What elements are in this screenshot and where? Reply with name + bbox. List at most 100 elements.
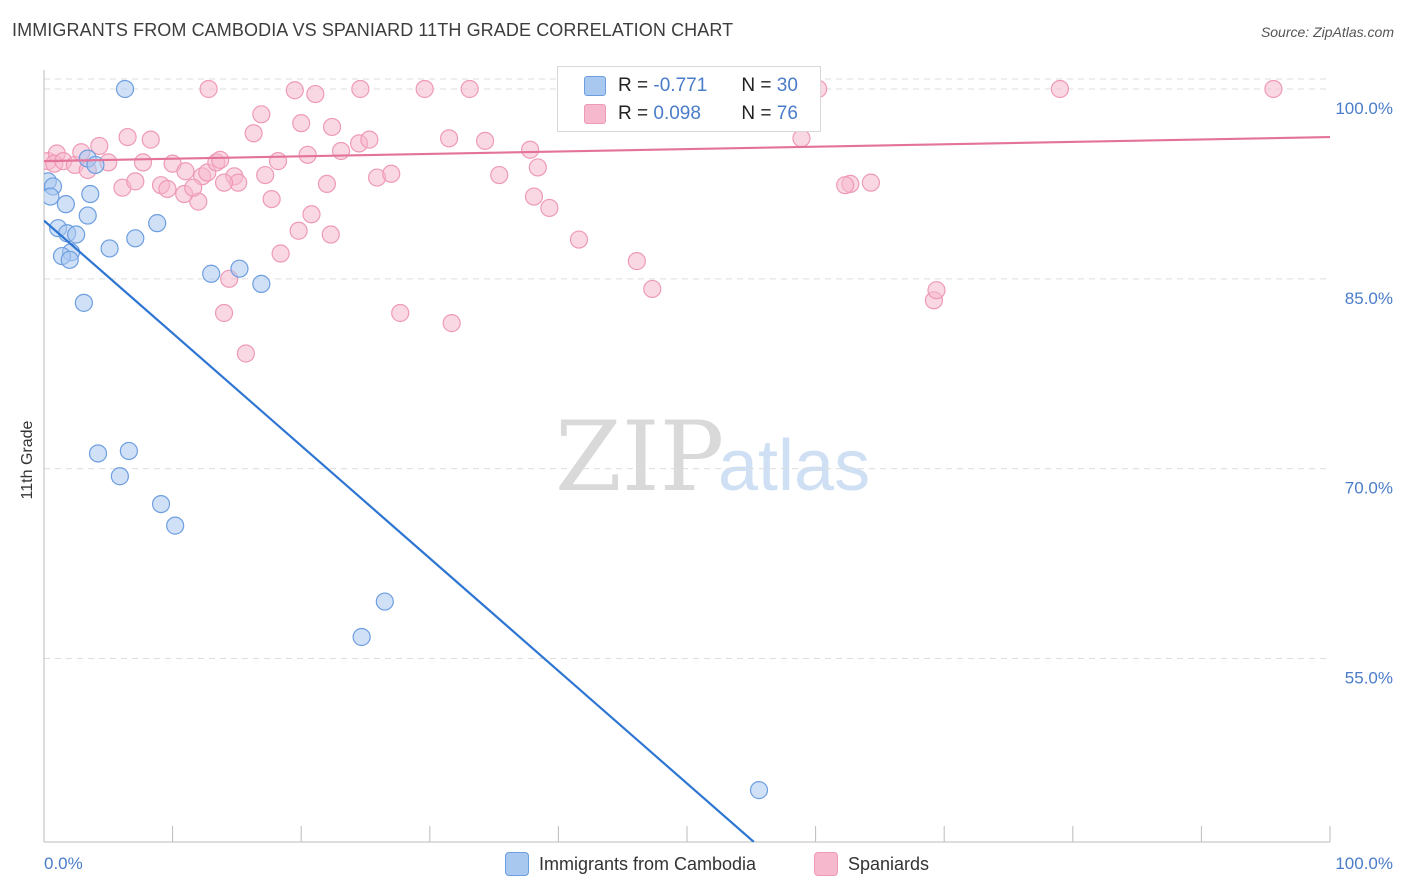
data-point-spaniards bbox=[256, 165, 275, 185]
legend-label-spaniards: Spaniards bbox=[848, 853, 930, 874]
data-point-spaniards bbox=[351, 79, 370, 99]
data-point-cambodia bbox=[88, 444, 108, 463]
y-tick-label: 85.0% bbox=[1345, 289, 1393, 308]
data-point-cambodia bbox=[100, 239, 119, 258]
data-point-spaniards bbox=[569, 230, 589, 249]
legend-n-label: N = bbox=[741, 75, 772, 96]
data-point-spaniards bbox=[141, 130, 160, 149]
trend-line-spaniards bbox=[44, 135, 1331, 163]
data-point-spaniards bbox=[475, 131, 495, 150]
data-point-cambodia bbox=[44, 187, 60, 206]
legend-n-value: 76 bbox=[776, 103, 798, 124]
data-point-cambodia bbox=[151, 494, 171, 514]
data-point-spaniards bbox=[271, 244, 290, 263]
data-point-cambodia bbox=[202, 264, 221, 283]
data-point-spaniards bbox=[382, 164, 401, 183]
data-point-spaniards bbox=[460, 79, 479, 99]
stats-legend: R = -0.771 N = 30 R = 0.098 N = 76 bbox=[557, 66, 821, 132]
data-point-spaniards bbox=[540, 198, 559, 218]
data-point-spaniards bbox=[133, 153, 153, 172]
data-point-spaniards bbox=[317, 174, 337, 194]
data-point-spaniards bbox=[391, 303, 410, 323]
data-point-spaniards bbox=[302, 205, 321, 224]
data-point-spaniards bbox=[927, 281, 946, 300]
x-tick-label-min: 0.0% bbox=[44, 854, 83, 873]
data-point-spaniards bbox=[528, 158, 547, 177]
data-point-spaniards bbox=[244, 124, 263, 143]
data-point-cambodia bbox=[375, 592, 394, 611]
data-point-spaniards bbox=[158, 179, 177, 199]
data-point-spaniards bbox=[292, 114, 311, 133]
legend-n-value: 30 bbox=[776, 75, 798, 96]
data-point-spaniards bbox=[861, 173, 880, 192]
data-point-cambodia bbox=[166, 516, 185, 535]
data-point-spaniards bbox=[836, 176, 855, 195]
legend-item-cambodia: Immigrants from Cambodia bbox=[505, 852, 756, 876]
data-point-cambodia bbox=[74, 293, 93, 312]
watermark-atlas: atlas bbox=[718, 426, 870, 506]
data-point-spaniards bbox=[521, 140, 540, 159]
legend-label-cambodia: Immigrants from Cambodia bbox=[539, 853, 757, 874]
data-point-cambodia bbox=[252, 274, 271, 293]
data-point-spaniards bbox=[415, 79, 434, 99]
data-point-cambodia bbox=[148, 214, 167, 233]
data-point-spaniards bbox=[176, 162, 195, 181]
data-point-cambodia bbox=[352, 627, 371, 647]
stats-legend-row-cambodia: R = -0.771 N = 30 bbox=[558, 73, 798, 99]
data-point-spaniards bbox=[792, 129, 811, 148]
data-point-cambodia bbox=[230, 259, 249, 278]
data-point-spaniards bbox=[321, 225, 340, 244]
data-point-cambodia bbox=[78, 206, 97, 225]
data-point-spaniards bbox=[1050, 79, 1070, 99]
legend-swatch-spaniards bbox=[584, 104, 606, 124]
chart-source: Source: ZipAtlas.com bbox=[1260, 24, 1394, 40]
data-point-spaniards bbox=[1264, 79, 1283, 99]
data-point-spaniards bbox=[306, 84, 325, 104]
data-point-spaniards bbox=[289, 221, 308, 240]
data-point-spaniards bbox=[90, 136, 109, 156]
y-tick-label: 70.0% bbox=[1345, 479, 1393, 498]
series-legend: Immigrants from Cambodia Spaniards bbox=[0, 852, 1406, 878]
data-point-spaniards bbox=[268, 152, 288, 171]
data-point-cambodia bbox=[115, 79, 135, 99]
data-point-spaniards bbox=[322, 117, 342, 137]
data-point-spaniards bbox=[627, 252, 646, 271]
data-point-spaniards bbox=[199, 79, 218, 99]
data-point-spaniards bbox=[126, 172, 145, 191]
data-point-spaniards bbox=[524, 187, 544, 206]
data-point-spaniards bbox=[184, 178, 203, 197]
stats-legend-row-spaniards: R = 0.098 N = 76 bbox=[558, 101, 798, 127]
data-point-cambodia bbox=[749, 781, 769, 800]
legend-n-label: N = bbox=[741, 103, 772, 124]
points-group bbox=[44, 79, 1331, 842]
data-point-spaniards bbox=[214, 303, 234, 323]
data-point-spaniards bbox=[442, 314, 461, 333]
legend-item-spaniards: Spaniards bbox=[814, 852, 929, 876]
data-point-spaniards bbox=[236, 344, 256, 363]
data-point-cambodia bbox=[119, 441, 138, 461]
data-point-cambodia bbox=[110, 467, 129, 486]
data-point-cambodia bbox=[81, 184, 100, 204]
data-point-spaniards bbox=[285, 81, 304, 100]
data-point-spaniards bbox=[643, 279, 662, 299]
data-point-spaniards bbox=[298, 145, 317, 164]
trend-line-cambodia bbox=[44, 219, 755, 842]
legend-r-value: -0.771 bbox=[653, 75, 708, 96]
legend-swatch-spaniards bbox=[814, 852, 838, 876]
data-point-cambodia bbox=[126, 229, 145, 248]
data-point-spaniards bbox=[360, 130, 379, 149]
data-point-cambodia bbox=[60, 250, 79, 269]
legend-r-label: R = bbox=[618, 75, 649, 96]
legend-r-value: 0.098 bbox=[653, 103, 701, 124]
data-point-spaniards bbox=[490, 165, 509, 185]
legend-swatch-cambodia bbox=[584, 76, 606, 96]
data-point-spaniards bbox=[214, 173, 234, 192]
chart-title: IMMIGRANTS FROM CAMBODIA VS SPANIARD 11T… bbox=[12, 20, 734, 40]
watermark-zip: ZIP bbox=[555, 401, 724, 513]
y-tick-label: 100.0% bbox=[1335, 99, 1393, 118]
data-point-spaniards bbox=[439, 129, 459, 148]
data-point-spaniards bbox=[252, 105, 271, 124]
x-tick-label-max: 100.0% bbox=[1335, 854, 1393, 873]
legend-r-label: R = bbox=[618, 103, 649, 124]
